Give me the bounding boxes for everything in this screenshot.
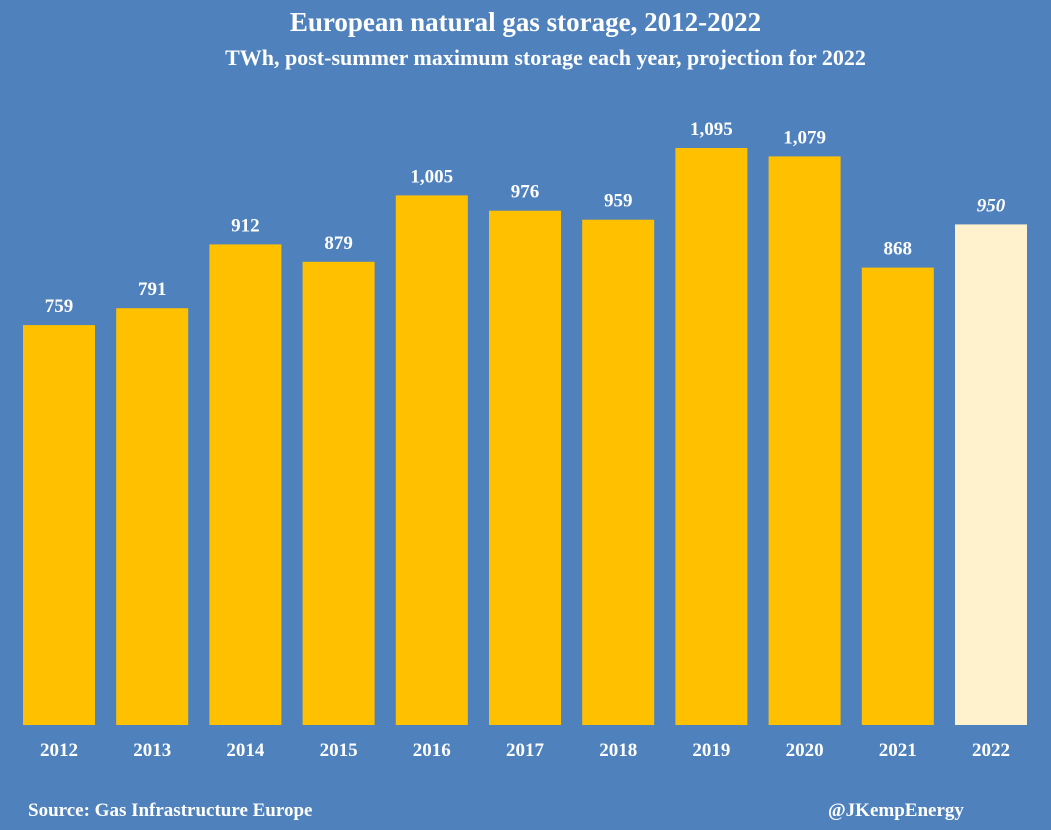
x-tick-label-2013: 2013 [133, 740, 171, 761]
value-label-2012: 759 [45, 296, 74, 317]
value-label-2020: 1,079 [783, 127, 826, 148]
chart-title: European natural gas storage, 2012-2022 [289, 7, 762, 37]
chart-subtitle: TWh, post-summer maximum storage each ye… [225, 45, 866, 70]
value-labels-group: 759 791 912 879 1,005 976 959 1,095 1,079 868 950 [45, 119, 1006, 317]
value-label-2013: 791 [138, 279, 167, 300]
author-handle: @JKempEnergy [828, 800, 964, 821]
bars-group [23, 148, 1027, 725]
bar-2015 [302, 261, 375, 725]
bar-2012 [23, 325, 95, 725]
x-tick-label-2012: 2012 [40, 740, 78, 761]
value-label-2021: 868 [884, 239, 913, 260]
value-label-2015: 879 [324, 233, 353, 254]
x-tick-labels-group: 2012 2013 2014 2015 2016 2017 2018 2019 2020 2021… [40, 740, 1010, 761]
value-label-2018: 959 [604, 191, 633, 212]
bar-2022 [955, 224, 1027, 725]
value-label-2014: 912 [231, 215, 260, 236]
bar-2017 [489, 210, 561, 725]
bar-2018 [582, 219, 655, 725]
value-label-2017: 976 [511, 182, 540, 203]
x-tick-label-2017: 2017 [506, 740, 545, 761]
value-label-2019: 1,095 [690, 119, 733, 140]
value-label-2022: 950 [977, 195, 1006, 216]
x-tick-label-2022: 2022 [972, 740, 1010, 761]
bar-2019 [675, 148, 748, 725]
x-tick-label-2021: 2021 [879, 740, 917, 761]
value-label-2016: 1,005 [410, 166, 453, 187]
x-tick-label-2014: 2014 [226, 740, 265, 761]
x-tick-label-2016: 2016 [413, 740, 451, 761]
bar-2021 [861, 267, 934, 725]
bar-2013 [116, 308, 189, 725]
bar-2014 [209, 244, 282, 725]
bar-2016 [395, 195, 468, 725]
x-tick-label-2015: 2015 [320, 740, 358, 761]
x-tick-label-2019: 2019 [692, 740, 730, 761]
source-note: Source: Gas Infrastructure Europe [28, 800, 313, 821]
bar-2020 [768, 156, 841, 725]
x-tick-label-2020: 2020 [786, 740, 824, 761]
x-tick-label-2018: 2018 [599, 740, 637, 761]
